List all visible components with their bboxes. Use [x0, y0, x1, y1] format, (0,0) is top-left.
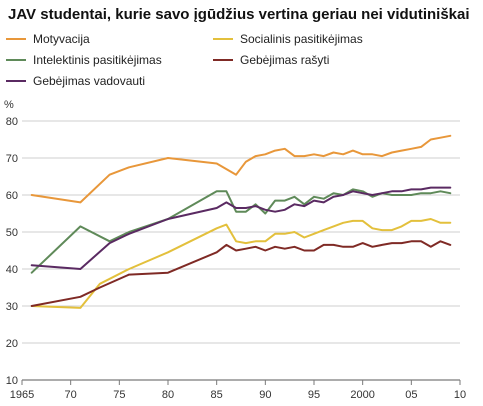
- x-tick-label: 75: [113, 389, 125, 401]
- legend-label: Motyvacija: [33, 32, 90, 46]
- series-lines: [30, 134, 452, 309]
- series-line-4: [30, 240, 452, 307]
- y-tick-label: 70: [6, 153, 18, 165]
- legend-item-vadovauti: Gebėjimas vadovauti: [6, 74, 145, 88]
- x-tick-label: 80: [162, 389, 174, 401]
- legend-label: Gebėjimas rašyti: [240, 53, 330, 67]
- y-tick-label: 80: [6, 116, 18, 128]
- y-tick-label: 40: [6, 264, 18, 276]
- series-line-3: [30, 188, 452, 274]
- legend-label: Gebėjimas vadovauti: [33, 74, 146, 88]
- legend-swatch: [6, 38, 26, 40]
- legend-item-intelektinis: Intelektinis pasitikėjimas: [6, 53, 162, 67]
- x-tick-label: 10: [454, 389, 466, 401]
- x-tick-label: 2000: [350, 389, 374, 401]
- x-tick-label: 95: [308, 389, 320, 401]
- y-axis-unit-label: %: [4, 99, 14, 111]
- legend-label: Intelektinis pasitikėjimas: [33, 53, 162, 67]
- x-tick-label: 05: [405, 389, 417, 401]
- legend-swatch: [213, 59, 233, 61]
- x-tick-label: 1965: [10, 389, 34, 401]
- y-tick-label: 30: [6, 301, 18, 313]
- x-tick-label: 90: [259, 389, 271, 401]
- legend-swatch: [213, 38, 233, 40]
- legend-swatch: [6, 59, 26, 61]
- y-tick-label: 20: [6, 338, 18, 350]
- legend-swatch: [6, 80, 26, 82]
- legend-label: Socialinis pasitikėjimas: [240, 32, 363, 46]
- y-tick-label: 10: [6, 375, 18, 387]
- legend-item-socialinis: Socialinis pasitikėjimas: [213, 32, 363, 46]
- x-axis: 1965 70 75 80 85 90 95 2000 05 10: [10, 380, 466, 401]
- y-tick-label: 50: [6, 227, 18, 239]
- legend-item-rasyti: Gebėjimas rašyti: [213, 53, 329, 67]
- legend-item-motyvacija: Motyvacija: [6, 32, 90, 46]
- series-line-1: [30, 134, 452, 204]
- chart-title: JAV studentai, kurie savo įgūdžius verti…: [8, 6, 470, 23]
- y-axis: 10 20 30 40 50 60 70 80: [6, 116, 18, 387]
- y-tick-label: 60: [6, 190, 18, 202]
- series-line-5: [30, 186, 452, 270]
- series-line-2: [30, 218, 452, 309]
- x-tick-label: 85: [211, 389, 223, 401]
- x-tick-label: 70: [65, 389, 77, 401]
